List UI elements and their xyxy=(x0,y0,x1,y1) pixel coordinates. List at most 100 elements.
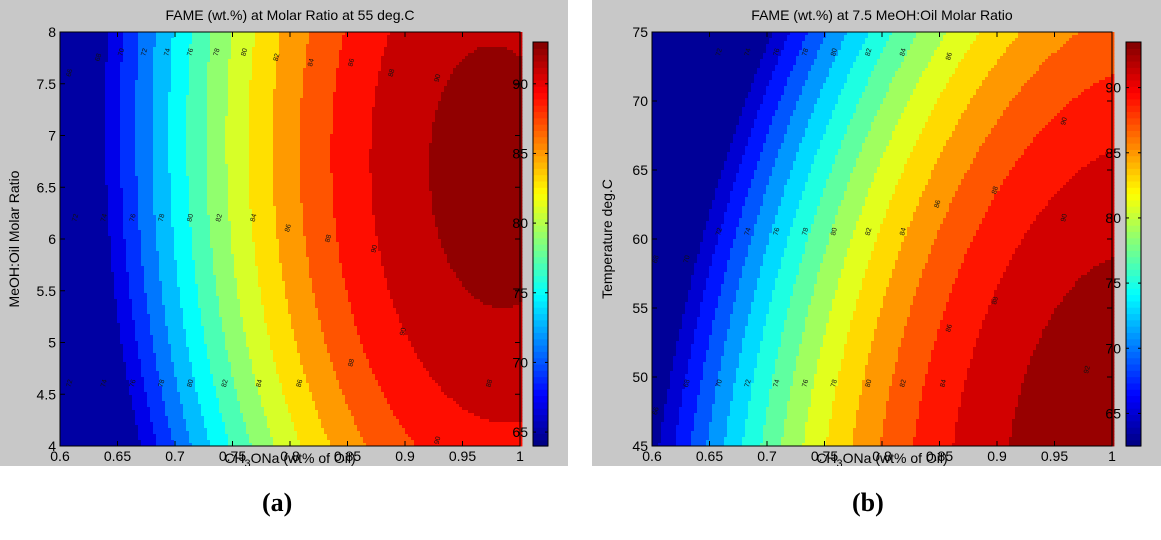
contour-cell xyxy=(90,218,94,222)
contour-cell xyxy=(144,236,148,240)
contour-cell xyxy=(105,158,109,162)
contour-cell xyxy=(120,224,124,228)
contour-cell xyxy=(105,65,109,69)
contour-cell xyxy=(153,350,157,354)
contour-cell xyxy=(126,74,130,78)
contour-cell xyxy=(165,176,169,180)
contour-cell xyxy=(69,257,73,261)
contour-cell xyxy=(108,242,112,246)
contour-cell xyxy=(159,419,163,423)
contour-cell xyxy=(156,386,160,390)
contour-cell xyxy=(66,230,70,234)
contour-cell xyxy=(114,80,118,84)
contour-cell xyxy=(60,350,64,354)
contour-cell xyxy=(63,407,67,411)
contour-cell xyxy=(165,65,169,69)
contour-cell xyxy=(99,143,103,147)
contour-cell xyxy=(93,416,97,420)
contour-cell xyxy=(96,335,100,339)
contour-cell xyxy=(90,122,94,126)
contour-cell xyxy=(60,242,64,246)
contour-cell xyxy=(60,161,64,165)
contour-cell xyxy=(63,437,67,441)
contour-cell xyxy=(156,284,160,288)
contour-cell xyxy=(129,377,133,381)
contour-cell xyxy=(141,389,145,393)
contour-cell xyxy=(60,203,64,207)
contour-cell xyxy=(114,380,118,384)
contour-cell xyxy=(135,116,139,120)
contour-cell xyxy=(135,170,139,174)
contour-cell xyxy=(144,98,148,102)
contour-cell xyxy=(90,317,94,321)
contour-cell xyxy=(114,398,118,402)
contour-cell xyxy=(81,371,85,375)
contour-cell xyxy=(138,416,142,420)
contour-cell xyxy=(84,140,88,144)
contour-cell xyxy=(129,203,133,207)
contour-cell xyxy=(156,428,160,432)
contour-cell xyxy=(108,143,112,147)
contour-cell xyxy=(84,383,88,387)
contour-cell xyxy=(126,377,130,381)
contour-cell xyxy=(114,323,118,327)
contour-cell xyxy=(78,41,82,45)
contour-cell xyxy=(66,401,70,405)
contour-cell xyxy=(63,269,67,273)
contour-cell xyxy=(114,371,118,375)
contour-cell xyxy=(120,221,124,225)
contour-cell xyxy=(159,356,163,360)
contour-cell xyxy=(120,71,124,75)
contour-cell xyxy=(123,68,127,72)
contour-cell xyxy=(96,422,100,426)
contour-cell xyxy=(108,107,112,111)
contour-cell xyxy=(117,59,121,63)
contour-cell xyxy=(117,32,121,36)
contour-cell xyxy=(150,386,154,390)
contour-cell xyxy=(105,374,109,378)
contour-cell xyxy=(126,221,130,225)
contour-cell xyxy=(156,161,160,165)
contour-cell xyxy=(102,326,106,330)
contour-cell xyxy=(90,290,94,294)
contour-cell xyxy=(108,374,112,378)
contour-cell xyxy=(99,41,103,45)
contour-cell xyxy=(84,101,88,105)
contour-cell xyxy=(108,362,112,366)
contour-cell xyxy=(72,35,76,39)
contour-cell xyxy=(114,368,118,372)
contour-cell xyxy=(141,164,145,168)
contour-cell xyxy=(99,152,103,156)
contour-cell xyxy=(102,128,106,132)
contour-cell xyxy=(162,53,166,57)
contour-cell xyxy=(150,50,154,54)
contour-cell xyxy=(129,188,133,192)
contour-cell xyxy=(60,122,64,126)
contour-cell xyxy=(72,194,76,198)
contour-cell xyxy=(165,131,169,135)
contour-cell xyxy=(153,413,157,417)
contour-cell xyxy=(99,299,103,303)
contour-cell xyxy=(153,62,157,66)
contour-cell xyxy=(150,122,154,126)
contour-cell xyxy=(132,419,136,423)
contour-cell xyxy=(90,422,94,426)
contour-cell xyxy=(75,35,79,39)
contour-cell xyxy=(105,239,109,243)
contour-cell xyxy=(99,440,103,444)
contour-cell xyxy=(66,194,70,198)
contour-cell xyxy=(150,263,154,267)
contour-cell xyxy=(120,428,124,432)
contour-cell xyxy=(93,227,97,231)
contour-cell xyxy=(132,32,136,36)
contour-cell xyxy=(111,128,115,132)
contour-cell xyxy=(159,86,163,90)
contour-cell xyxy=(159,395,163,399)
contour-cell xyxy=(111,416,115,420)
contour-cell xyxy=(159,404,163,408)
contour-cell xyxy=(72,47,76,51)
contour-cell xyxy=(66,317,70,321)
contour-cell xyxy=(147,221,151,225)
contour-cell xyxy=(78,50,82,54)
contour-cell xyxy=(75,260,79,264)
